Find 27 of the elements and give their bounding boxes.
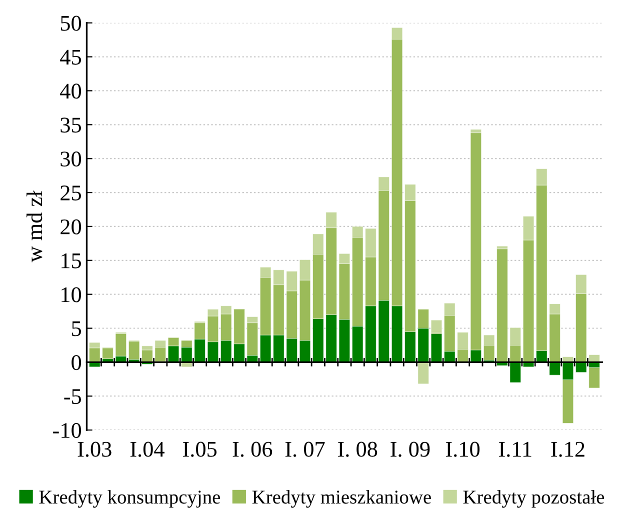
x-tick-label: I.11 — [499, 442, 532, 457]
y-tick-label: 0 — [72, 355, 82, 370]
y-tick-label: 50 — [60, 16, 82, 31]
x-tick-label: I.04 — [130, 442, 164, 457]
y-tick-label: 5 — [72, 321, 82, 336]
y-tick-label: -5 — [64, 389, 82, 404]
legend-label: Kredyty pozostałe — [463, 490, 604, 508]
x-tick-label: I. 08 — [338, 442, 378, 457]
x-tick-label: I.12 — [551, 442, 584, 457]
y-tick-label: 45 — [60, 50, 82, 65]
y-tick-label: 10 — [62, 287, 82, 302]
x-tick-label: I. 07 — [285, 442, 325, 457]
y-tick-label: 35 — [60, 118, 82, 133]
y-tick-label: 25 — [60, 186, 82, 200]
y-tick-label: -10 — [53, 422, 82, 438]
y-tick-label: 20 — [60, 219, 82, 234]
x-tick-label: I.05 — [183, 442, 217, 457]
y-axis-title: w md zł — [26, 190, 42, 262]
legend-label: Kredyty mieszkaniowe — [252, 490, 431, 508]
x-tick-label: I.03 — [78, 442, 112, 457]
x-tick-label: I.10 — [446, 442, 480, 457]
legend-label: Kredyty konsumpcyjne — [39, 490, 220, 508]
x-tick-label: I. 09 — [390, 442, 430, 457]
y-tick-label: 40 — [60, 84, 82, 99]
y-tick-label: 30 — [60, 152, 82, 167]
y-tick-label: 15 — [62, 253, 82, 268]
x-tick-label: I. 06 — [232, 442, 272, 457]
